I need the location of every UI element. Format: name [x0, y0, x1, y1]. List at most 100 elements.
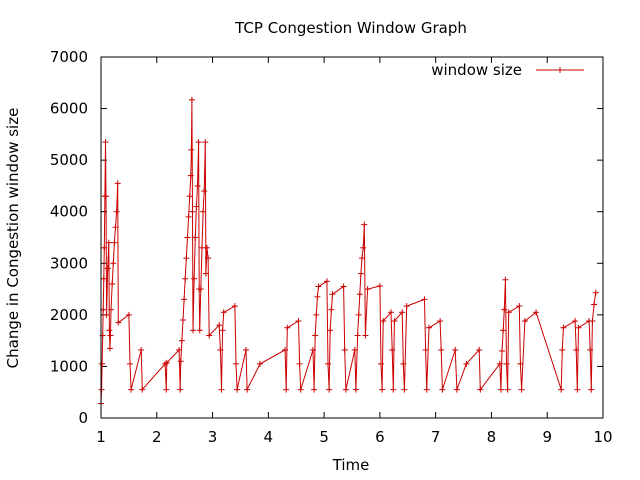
data-point	[313, 311, 320, 318]
legend-label: window size	[431, 61, 522, 79]
legend-marker-group	[557, 67, 563, 73]
data-point	[573, 346, 580, 353]
data-point	[504, 386, 511, 393]
data-point	[198, 244, 205, 251]
data-point	[217, 346, 224, 353]
data-point	[505, 309, 512, 316]
data-point	[197, 286, 204, 293]
data-point	[533, 309, 540, 316]
data-point	[113, 208, 120, 215]
data-point	[477, 386, 484, 393]
data-point	[219, 327, 226, 334]
data-point	[314, 293, 321, 300]
data-point	[101, 244, 108, 251]
data-point	[311, 386, 318, 393]
data-point	[342, 386, 349, 393]
data-point	[518, 386, 525, 393]
data-point	[177, 358, 184, 365]
data-point	[179, 317, 186, 324]
data-point	[216, 322, 223, 329]
data-point	[476, 346, 483, 353]
data-point	[188, 146, 195, 153]
data-point	[437, 318, 444, 325]
data-point	[295, 318, 302, 325]
data-point	[496, 360, 503, 367]
data-point	[112, 224, 119, 231]
data-point	[194, 182, 201, 189]
data-point	[326, 386, 333, 393]
data-point	[195, 139, 202, 146]
data-point	[421, 296, 428, 303]
data-point	[99, 360, 106, 367]
data-point	[297, 386, 304, 393]
y-tick-label: 5000	[50, 151, 88, 169]
data-point	[500, 327, 507, 334]
data-point	[391, 318, 398, 325]
data-point	[558, 386, 565, 393]
data-point	[502, 276, 509, 283]
data-point	[185, 213, 192, 220]
x-tick-label: 3	[208, 428, 218, 446]
data-point	[109, 280, 116, 287]
series-line	[100, 99, 597, 404]
data-point	[309, 346, 316, 353]
data-point	[378, 360, 385, 367]
data-point	[232, 360, 239, 367]
series-layer	[98, 96, 599, 407]
y-tick-label: 3000	[50, 254, 88, 272]
data-point	[315, 283, 322, 290]
data-point	[591, 301, 598, 308]
data-point	[438, 346, 445, 353]
data-point	[327, 327, 334, 334]
data-point	[114, 180, 121, 187]
data-point	[139, 386, 146, 393]
x-tick-label: 8	[487, 428, 497, 446]
data-point	[231, 303, 238, 310]
data-point	[452, 346, 459, 353]
data-point	[360, 244, 367, 251]
data-point	[355, 311, 362, 318]
data-point	[325, 360, 332, 367]
data-point	[329, 291, 336, 298]
data-point	[189, 208, 196, 215]
data-point	[111, 239, 118, 246]
data-point	[501, 306, 508, 313]
y-tick-label: 0	[78, 409, 88, 427]
data-point	[340, 283, 347, 290]
data-point	[115, 319, 122, 326]
data-point	[138, 346, 145, 353]
data-point	[176, 346, 183, 353]
y-tick-label: 7000	[50, 48, 88, 66]
data-point	[200, 208, 207, 215]
data-point	[323, 278, 330, 285]
data-point	[356, 291, 363, 298]
x-tick-label: 6	[375, 428, 385, 446]
data-point	[282, 346, 289, 353]
data-point	[128, 386, 135, 393]
data-point	[312, 332, 319, 339]
data-point	[107, 332, 114, 339]
data-point	[256, 360, 263, 367]
data-point	[102, 139, 109, 146]
data-point	[206, 332, 213, 339]
data-point	[283, 386, 290, 393]
data-point	[183, 255, 190, 262]
data-point	[400, 360, 407, 367]
data-point	[284, 324, 291, 331]
data-point	[328, 306, 335, 313]
data-point	[125, 311, 132, 318]
data-point	[100, 275, 107, 282]
data-point	[193, 203, 200, 210]
data-point	[186, 193, 193, 200]
data-point	[401, 386, 408, 393]
x-tick-labels: 1 2 3 4 5 6 7 8 9 10	[96, 428, 612, 446]
data-point	[453, 386, 460, 393]
data-point	[163, 359, 170, 366]
data-point	[425, 324, 432, 331]
data-point	[201, 188, 208, 195]
data-point	[98, 386, 105, 393]
plot-frame	[100, 56, 604, 419]
legend: window size	[431, 61, 584, 79]
data-point	[108, 306, 115, 313]
data-point	[218, 386, 225, 393]
